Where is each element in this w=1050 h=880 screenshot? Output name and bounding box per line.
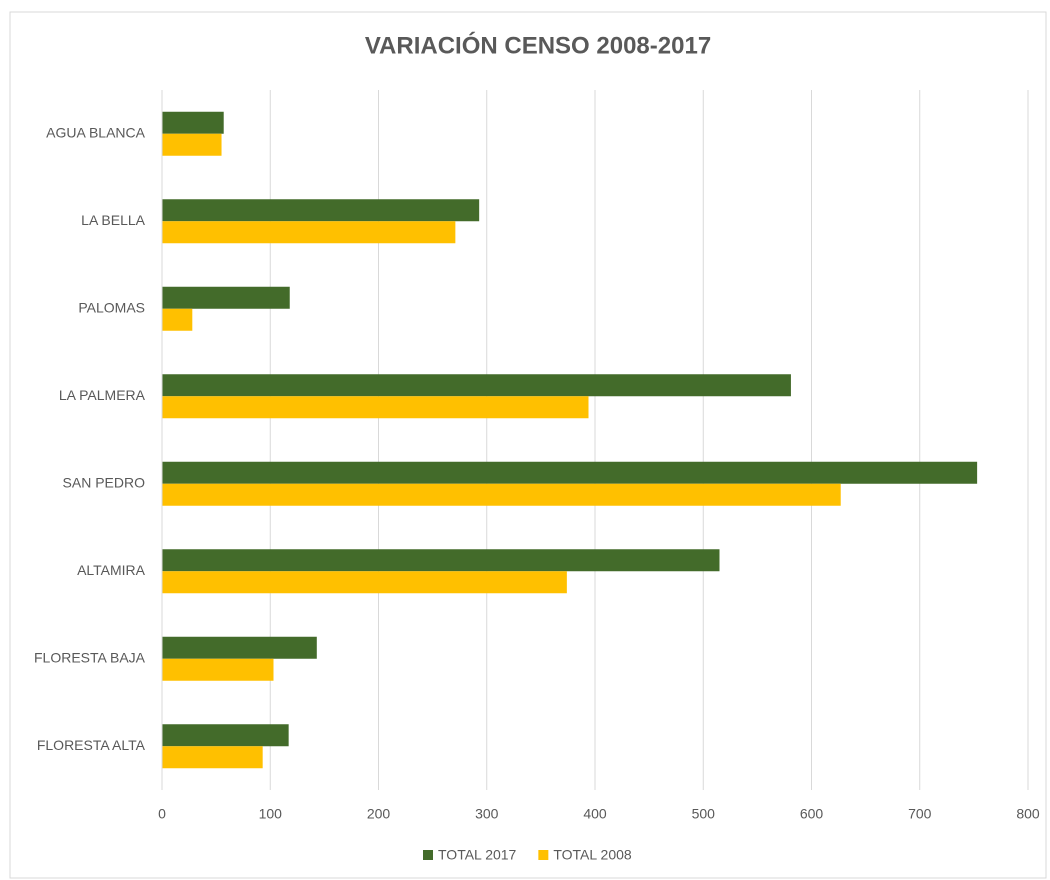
bar <box>162 308 193 331</box>
y-tick-label: FLORESTA BAJA <box>34 649 146 665</box>
x-tick-label: 200 <box>367 806 391 822</box>
bar <box>162 286 290 309</box>
x-tick-label: 100 <box>259 806 283 822</box>
bar <box>162 133 222 156</box>
legend-label: TOTAL 2017 <box>438 847 517 863</box>
x-tick-label: 300 <box>475 806 499 822</box>
bar <box>162 483 841 506</box>
bar <box>162 461 978 484</box>
y-tick-label: AGUA BLANCA <box>46 124 145 140</box>
y-tick-label: FLORESTA ALTA <box>37 737 146 753</box>
bar <box>162 374 791 397</box>
y-tick-label: ALTAMIRA <box>77 562 146 578</box>
legend-swatch <box>538 850 549 860</box>
chart-title: VARIACIÓN CENSO 2008-2017 <box>365 31 711 59</box>
bar <box>162 221 456 244</box>
bar <box>162 199 480 222</box>
x-tick-label: 700 <box>908 806 932 822</box>
bar <box>162 724 289 747</box>
x-tick-label: 600 <box>800 806 824 822</box>
y-tick-label: LA PALMERA <box>59 387 146 403</box>
bar <box>162 396 589 419</box>
bar <box>162 636 317 659</box>
y-tick-label: LA BELLA <box>81 212 145 228</box>
bar <box>162 571 567 594</box>
x-tick-label: 0 <box>158 806 166 822</box>
x-tick-label: 400 <box>583 806 607 822</box>
y-tick-label: PALOMAS <box>78 299 145 315</box>
bar <box>162 658 274 681</box>
x-tick-label: 500 <box>692 806 716 822</box>
bar <box>162 111 224 134</box>
legend-label: TOTAL 2008 <box>553 847 632 863</box>
bar <box>162 549 720 572</box>
bar <box>162 746 263 769</box>
x-tick-label: 800 <box>1016 806 1040 822</box>
legend-swatch <box>423 850 433 860</box>
y-tick-label: SAN PEDRO <box>63 474 146 490</box>
